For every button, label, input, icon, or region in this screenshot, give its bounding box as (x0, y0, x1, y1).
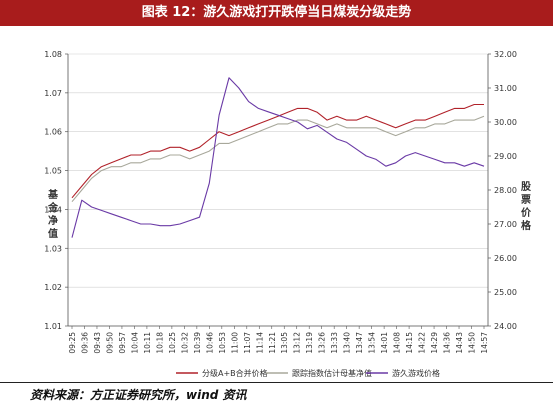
x-tick-label: 11:14 (255, 332, 264, 354)
x-tick-label: 14:43 (455, 332, 464, 354)
y-right-tick-label: 25.00 (494, 288, 517, 297)
x-tick-label: 14:15 (405, 332, 414, 354)
x-tick-label: 11:07 (243, 332, 252, 354)
x-tick-label: 10:53 (218, 332, 227, 354)
x-tick-label: 13:12 (293, 332, 302, 354)
y-right-tick-label: 29.00 (494, 152, 517, 161)
x-tick-label: 13:33 (330, 332, 339, 354)
x-tick-label: 13:47 (355, 332, 364, 354)
x-tick-label: 13:54 (368, 332, 377, 354)
x-tick-label: 10:25 (168, 332, 177, 354)
y-left-tick-label: 1.04 (44, 205, 62, 214)
y-right-tick-label: 27.00 (494, 220, 517, 229)
x-tick-label: 13:40 (343, 332, 352, 354)
x-tick-label: 14:50 (468, 332, 477, 354)
x-tick-label: 09:36 (80, 332, 89, 354)
y-left-tick-label: 1.07 (44, 89, 62, 98)
x-tick-label: 11:00 (230, 332, 239, 354)
y-right-tick-label: 28.00 (494, 186, 517, 195)
x-tick-label: 09:50 (105, 332, 114, 354)
x-tick-label: 10:39 (193, 332, 202, 354)
series-line-3 (71, 77, 485, 238)
chart-title: 图表 12：游久游戏打开跌停当日煤炭分级走势 (141, 5, 412, 20)
x-tick-label: 10:18 (155, 332, 164, 354)
x-tick-label: 10:32 (180, 332, 189, 354)
x-tick-label: 09:43 (93, 332, 102, 354)
x-tick-label: 09:57 (118, 332, 127, 354)
y-right-tick-label: 30.00 (494, 118, 517, 127)
y-left-tick-label: 1.02 (44, 283, 62, 292)
x-tick-label: 10:46 (205, 332, 214, 354)
series-line-1 (71, 103, 484, 199)
x-tick-label: 13:19 (305, 332, 314, 354)
legend-label-3: 游久游戏价格 (392, 368, 440, 378)
y-right-tick-label: 31.00 (494, 84, 517, 93)
source-note: 资料来源：方正证券研究所，wind 资讯 (30, 388, 247, 402)
x-tick-label: 14:36 (443, 332, 452, 354)
x-tick-label: 14:29 (430, 332, 439, 354)
y-right-tick-label: 24.00 (494, 322, 517, 331)
y-left-tick-label: 1.06 (44, 128, 62, 137)
chart: 基金净值 股票价格 1.01 1.02 1.03 1.04 1.05 1.06 1.07 1.… (44, 50, 532, 378)
x-tick-label: 11:21 (268, 332, 277, 354)
y-right-tick-label: 26.00 (494, 254, 517, 263)
x-tick-label: 14:22 (418, 332, 427, 354)
x-tick-label: 13:26 (318, 332, 327, 354)
legend-label-2: 跟踪指数估计母基净值 (292, 368, 372, 378)
y-left-tick-label: 1.08 (44, 50, 62, 59)
x-tick-label: 13:05 (280, 332, 289, 354)
y-left-tick-label: 1.01 (44, 322, 62, 331)
legend-label-1: 分级A+B合并价格 (202, 368, 268, 378)
x-tick-label: 10:11 (143, 332, 152, 354)
x-tick-label: 10:04 (130, 332, 139, 354)
title-bar (0, 0, 553, 26)
series-line-2 (71, 115, 485, 203)
y-left-tick-label: 1.03 (44, 244, 62, 253)
x-tick-label: 14:57 (480, 332, 489, 354)
x-tick-label: 14:08 (393, 332, 402, 354)
y-right-label: 股票价格 (521, 181, 532, 232)
y-left-label: 基金净值 (47, 188, 59, 240)
y-left-tick-label: 1.05 (44, 167, 62, 176)
source-divider (0, 382, 553, 383)
x-tick-label: 14:01 (380, 332, 389, 354)
y-right-tick-label: 32.00 (494, 50, 517, 59)
x-tick-label: 09:25 (68, 332, 77, 354)
